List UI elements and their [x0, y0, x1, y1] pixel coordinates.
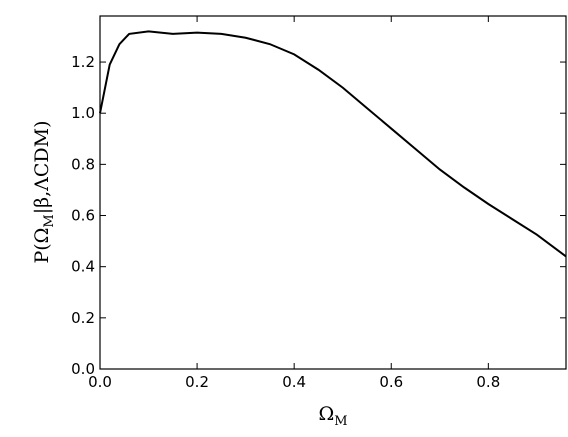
plot-frame	[99, 15, 567, 370]
y-tick-label: 0.6	[71, 207, 95, 225]
y-axis-label: P(ΩM|β,ΛCDM)	[31, 120, 57, 263]
x-tick-label: 0.6	[379, 373, 403, 391]
y-label-main: P(Ω	[31, 228, 53, 264]
x-label-sub: M	[334, 414, 347, 429]
x-axis-label: ΩM	[318, 403, 347, 429]
y-tick-label: 0.0	[71, 360, 95, 378]
y-tick-label: 0.4	[71, 258, 95, 276]
x-tick-label: 0.0	[88, 373, 112, 391]
x-label-main: Ω	[318, 403, 334, 425]
x-tick-label: 0.2	[185, 373, 209, 391]
y-tick-label: 0.2	[71, 309, 95, 327]
data-line	[99, 30, 567, 258]
x-tick-label: 0.4	[282, 373, 306, 391]
x-tick-label: 0.8	[476, 373, 500, 391]
y-tick-label: 0.8	[71, 155, 95, 173]
y-tick-label: 1.2	[71, 53, 95, 71]
y-label-rest: |β,ΛCDM)	[31, 120, 53, 214]
y-label-sub: M	[42, 214, 57, 227]
y-tick-label: 1.0	[71, 104, 95, 122]
